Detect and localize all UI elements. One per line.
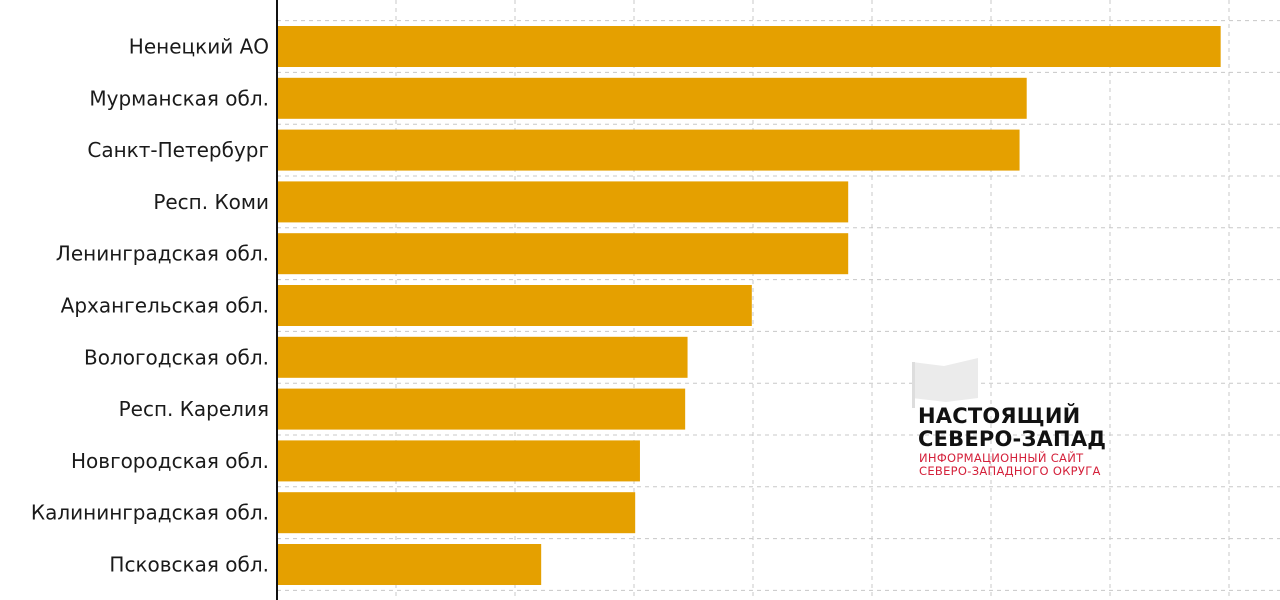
bar xyxy=(277,77,1027,119)
category-label: Ленинградская обл. xyxy=(56,242,269,266)
category-label: Респ. Коми xyxy=(153,190,269,214)
bar xyxy=(277,26,1221,67)
bars xyxy=(277,26,1221,585)
logo-title-line1: НАСТОЯЩИЙ xyxy=(918,404,1081,428)
category-label: Новгородская обл. xyxy=(71,449,269,473)
bar xyxy=(277,233,849,275)
category-label: Ненецкий АО xyxy=(129,35,269,59)
logo-subtitle-line2: СЕВЕРО-ЗАПАДНОГО ОКРУГА xyxy=(919,464,1101,478)
flag-icon xyxy=(912,358,978,408)
category-label: Псковская обл. xyxy=(109,553,269,577)
bar xyxy=(277,388,686,430)
bar xyxy=(277,129,1020,171)
logo-title-line2: СЕВЕРО-ЗАПАД xyxy=(918,427,1107,451)
bar xyxy=(277,285,752,326)
category-label: Респ. Карелия xyxy=(119,397,269,421)
category-labels: Ненецкий АО Мурманская обл. Санкт-Петербур… xyxy=(31,35,269,577)
category-label: Мурманская обл. xyxy=(89,86,269,110)
bar xyxy=(277,544,542,585)
category-label: Калининградская обл. xyxy=(31,501,269,525)
category-label: Санкт-Петербург xyxy=(87,138,269,162)
bar xyxy=(277,440,640,482)
logo-subtitle-line1: ИНФОРМАЦИОННЫЙ САЙТ xyxy=(919,451,1084,465)
category-label: Архангельская обл. xyxy=(61,294,269,318)
bar xyxy=(277,492,636,534)
bar xyxy=(277,181,849,223)
category-label: Вологодская обл. xyxy=(84,345,269,369)
watermark-logo: НАСТОЯЩИЙ СЕВЕРО-ЗАПАД ИНФОРМАЦИОННЫЙ СА… xyxy=(912,358,1112,488)
bar xyxy=(277,336,688,378)
